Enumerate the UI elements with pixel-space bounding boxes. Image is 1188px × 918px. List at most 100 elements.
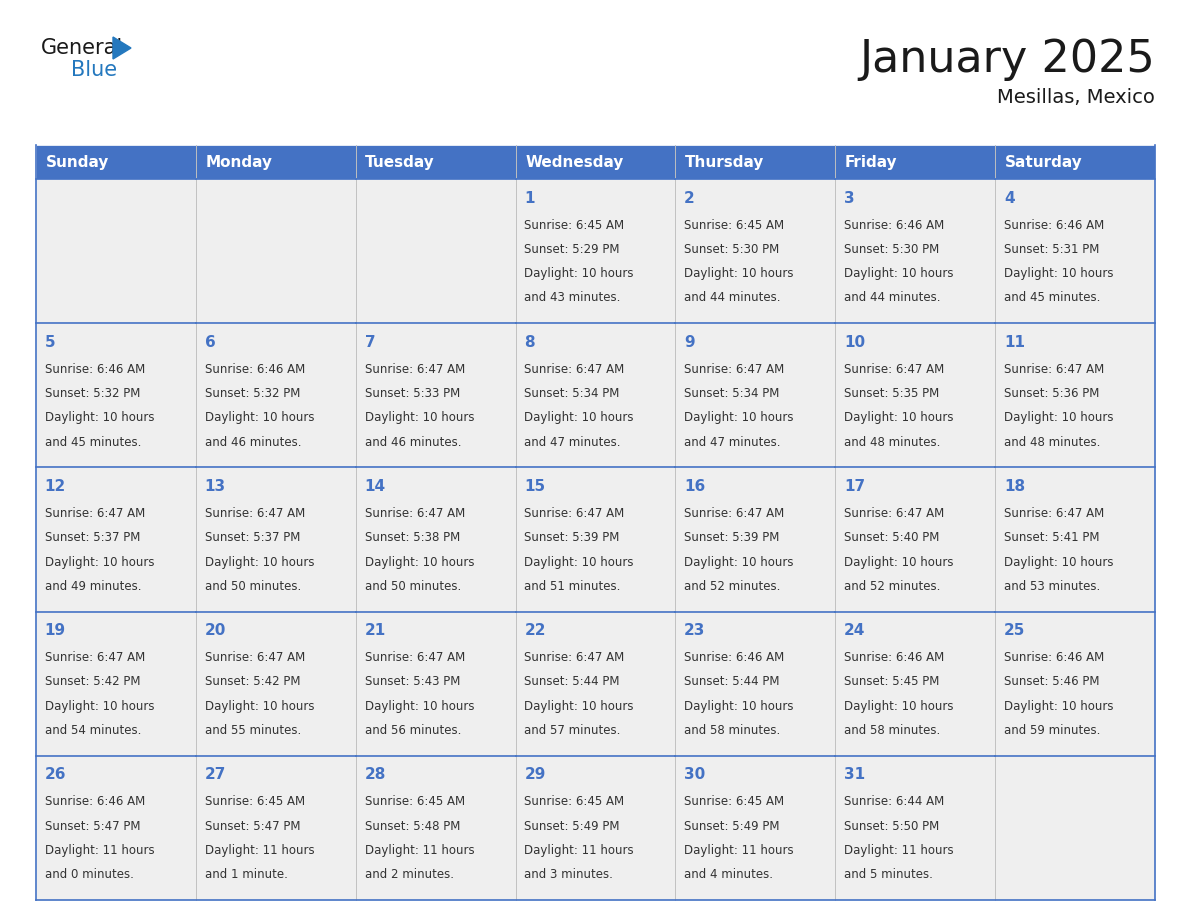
Text: 22: 22	[524, 623, 545, 638]
Text: Sunset: 5:34 PM: Sunset: 5:34 PM	[524, 387, 620, 400]
Text: and 44 minutes.: and 44 minutes.	[684, 291, 781, 305]
Text: and 50 minutes.: and 50 minutes.	[365, 580, 461, 593]
Text: 8: 8	[524, 335, 535, 350]
Text: 10: 10	[845, 335, 865, 350]
Bar	[196, 145, 355, 179]
Text: Sunset: 5:39 PM: Sunset: 5:39 PM	[524, 532, 620, 544]
Text: Sunrise: 6:47 AM: Sunrise: 6:47 AM	[204, 651, 305, 665]
Bar	[835, 756, 996, 900]
Text: and 44 minutes.: and 44 minutes.	[845, 291, 941, 305]
Text: Sunset: 5:30 PM: Sunset: 5:30 PM	[845, 243, 940, 256]
Bar	[676, 611, 835, 756]
Text: Sunrise: 6:47 AM: Sunrise: 6:47 AM	[365, 507, 465, 521]
Bar	[996, 323, 1155, 467]
Text: January 2025: January 2025	[859, 38, 1155, 81]
Text: Sunrise: 6:46 AM: Sunrise: 6:46 AM	[45, 363, 145, 375]
Text: Sunday: Sunday	[45, 154, 109, 170]
Text: Sunrise: 6:46 AM: Sunrise: 6:46 AM	[204, 363, 305, 375]
Text: Sunset: 5:36 PM: Sunset: 5:36 PM	[1004, 387, 1099, 400]
Text: 3: 3	[845, 191, 854, 206]
Text: Sunrise: 6:47 AM: Sunrise: 6:47 AM	[845, 363, 944, 375]
Text: 12: 12	[45, 479, 67, 494]
Text: Sunset: 5:41 PM: Sunset: 5:41 PM	[1004, 532, 1099, 544]
Text: Sunset: 5:38 PM: Sunset: 5:38 PM	[365, 532, 460, 544]
Text: Daylight: 10 hours: Daylight: 10 hours	[684, 411, 794, 424]
Bar	[196, 467, 355, 611]
Bar	[835, 323, 996, 467]
Text: Daylight: 10 hours: Daylight: 10 hours	[204, 411, 314, 424]
Bar	[676, 467, 835, 611]
Text: and 52 minutes.: and 52 minutes.	[845, 580, 941, 593]
Text: Sunrise: 6:47 AM: Sunrise: 6:47 AM	[1004, 507, 1104, 521]
Bar	[355, 467, 516, 611]
Text: Sunrise: 6:47 AM: Sunrise: 6:47 AM	[524, 651, 625, 665]
Text: Daylight: 10 hours: Daylight: 10 hours	[524, 700, 634, 712]
Bar	[355, 179, 516, 323]
Text: Daylight: 10 hours: Daylight: 10 hours	[845, 411, 954, 424]
Text: Sunset: 5:48 PM: Sunset: 5:48 PM	[365, 820, 460, 833]
Text: and 47 minutes.: and 47 minutes.	[524, 435, 621, 449]
Bar	[676, 145, 835, 179]
Text: Daylight: 10 hours: Daylight: 10 hours	[204, 700, 314, 712]
Text: Sunrise: 6:47 AM: Sunrise: 6:47 AM	[204, 507, 305, 521]
Text: Daylight: 11 hours: Daylight: 11 hours	[845, 844, 954, 856]
Bar	[516, 323, 676, 467]
Bar	[835, 145, 996, 179]
Bar	[36, 145, 196, 179]
Text: Sunset: 5:31 PM: Sunset: 5:31 PM	[1004, 243, 1099, 256]
Text: and 53 minutes.: and 53 minutes.	[1004, 580, 1100, 593]
Text: Wednesday: Wednesday	[525, 154, 624, 170]
Text: 25: 25	[1004, 623, 1025, 638]
Text: Daylight: 10 hours: Daylight: 10 hours	[845, 700, 954, 712]
Text: and 0 minutes.: and 0 minutes.	[45, 868, 134, 881]
Bar	[996, 179, 1155, 323]
Text: and 50 minutes.: and 50 minutes.	[204, 580, 301, 593]
Text: 15: 15	[524, 479, 545, 494]
Text: and 3 minutes.: and 3 minutes.	[524, 868, 613, 881]
Text: 11: 11	[1004, 335, 1025, 350]
Bar	[516, 145, 676, 179]
Text: Daylight: 11 hours: Daylight: 11 hours	[45, 844, 154, 856]
Text: Tuesday: Tuesday	[365, 154, 435, 170]
Text: Sunset: 5:44 PM: Sunset: 5:44 PM	[684, 676, 779, 688]
Bar	[676, 323, 835, 467]
Text: 21: 21	[365, 623, 386, 638]
Bar	[196, 756, 355, 900]
Bar	[36, 467, 196, 611]
Text: 13: 13	[204, 479, 226, 494]
Text: Sunrise: 6:46 AM: Sunrise: 6:46 AM	[1004, 218, 1104, 231]
Bar	[196, 323, 355, 467]
Text: Sunset: 5:40 PM: Sunset: 5:40 PM	[845, 532, 940, 544]
Text: Sunset: 5:47 PM: Sunset: 5:47 PM	[204, 820, 301, 833]
Text: and 1 minute.: and 1 minute.	[204, 868, 287, 881]
Text: 2: 2	[684, 191, 695, 206]
Text: Daylight: 10 hours: Daylight: 10 hours	[204, 555, 314, 568]
Text: Sunrise: 6:47 AM: Sunrise: 6:47 AM	[45, 651, 145, 665]
Text: 5: 5	[45, 335, 56, 350]
Text: and 55 minutes.: and 55 minutes.	[204, 724, 301, 737]
Text: 7: 7	[365, 335, 375, 350]
Text: 20: 20	[204, 623, 226, 638]
Text: Daylight: 10 hours: Daylight: 10 hours	[1004, 267, 1113, 280]
Text: Sunrise: 6:46 AM: Sunrise: 6:46 AM	[684, 651, 784, 665]
Text: Sunset: 5:42 PM: Sunset: 5:42 PM	[45, 676, 140, 688]
Text: Daylight: 11 hours: Daylight: 11 hours	[684, 844, 794, 856]
Text: Sunrise: 6:45 AM: Sunrise: 6:45 AM	[524, 218, 625, 231]
Text: and 46 minutes.: and 46 minutes.	[204, 435, 301, 449]
Text: Daylight: 10 hours: Daylight: 10 hours	[845, 267, 954, 280]
Text: 4: 4	[1004, 191, 1015, 206]
Text: Daylight: 10 hours: Daylight: 10 hours	[1004, 411, 1113, 424]
Text: Sunset: 5:39 PM: Sunset: 5:39 PM	[684, 532, 779, 544]
Bar	[835, 467, 996, 611]
Text: Sunrise: 6:46 AM: Sunrise: 6:46 AM	[845, 218, 944, 231]
Polygon shape	[113, 37, 131, 59]
Text: 29: 29	[524, 767, 545, 782]
Bar	[996, 145, 1155, 179]
Bar	[996, 611, 1155, 756]
Text: Sunset: 5:32 PM: Sunset: 5:32 PM	[204, 387, 301, 400]
Text: Daylight: 10 hours: Daylight: 10 hours	[365, 411, 474, 424]
Text: Daylight: 10 hours: Daylight: 10 hours	[45, 555, 154, 568]
Text: Daylight: 11 hours: Daylight: 11 hours	[204, 844, 315, 856]
Text: 31: 31	[845, 767, 865, 782]
Text: and 48 minutes.: and 48 minutes.	[1004, 435, 1100, 449]
